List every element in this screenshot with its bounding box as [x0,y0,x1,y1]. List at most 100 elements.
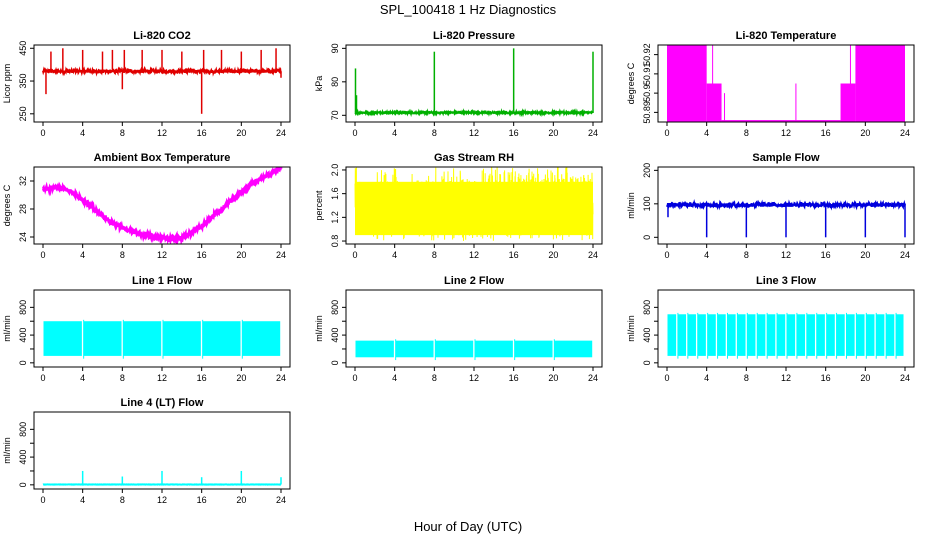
x-tick-label: 24 [588,373,598,383]
series-band [698,314,706,356]
x-tick-label: 20 [236,128,246,138]
data-series [355,339,592,360]
series-band [83,321,121,356]
y-tick-label: 50.9 [642,84,652,102]
series-band [727,314,735,356]
x-tick-label: 24 [588,128,598,138]
y-tick-label: 24 [18,232,28,242]
y-tick-label: 90 [330,43,340,53]
series-band [856,314,864,356]
series-band [747,314,755,356]
series-band [896,314,904,356]
series-band [787,314,795,356]
y-tick-label: 200 [642,163,652,178]
panel-title: Line 1 Flow [132,275,192,287]
data-series [355,167,593,241]
x-tick-label: 20 [860,373,870,383]
series-band [123,321,161,356]
series-band [707,84,722,123]
x-tick-label: 20 [860,128,870,138]
x-tick-label: 16 [821,373,831,383]
panel-title: Line 4 (LT) Flow [121,397,204,409]
series-band [688,314,696,356]
x-tick-label: 0 [40,128,45,138]
y-tick-label: 800 [330,300,340,315]
y-tick-label: 50.92 [642,43,652,66]
series-band [435,341,473,358]
x-tick-label: 20 [548,250,558,260]
y-tick-label: 400 [330,328,340,343]
x-tick-label: 12 [781,250,791,260]
x-tick-label: 20 [236,373,246,383]
x-tick-label: 12 [781,128,791,138]
series-band [855,45,905,122]
y-tick-label: 100 [642,196,652,211]
x-tick-label: 24 [276,128,286,138]
series-band [841,84,856,123]
y-tick-label: 50.89 [642,101,652,124]
x-tick-label: 12 [157,250,167,260]
series-band [667,45,707,122]
x-tick-label: 24 [900,373,910,383]
panel-title: Gas Stream RH [434,152,514,164]
x-tick-label: 4 [80,128,85,138]
series-band [757,314,765,356]
series-band [826,314,834,356]
x-tick-label: 8 [120,373,125,383]
x-tick-label: 8 [744,128,749,138]
series-band [717,314,725,356]
series-band [866,314,874,356]
x-tick-label: 20 [236,250,246,260]
figure-title: SPL_100418 1 Hz Diagnostics [380,2,557,17]
x-tick-label: 16 [197,250,207,260]
x-tick-label: 4 [80,250,85,260]
series-band [797,314,805,356]
x-tick-label: 24 [588,250,598,260]
x-tick-label: 8 [432,250,437,260]
x-tick-label: 4 [704,250,709,260]
data-series [667,45,905,122]
series-band [737,314,745,356]
x-tick-label: 16 [821,250,831,260]
y-tick-label: 250 [18,106,28,121]
y-axis-label: ml/min [626,192,636,219]
x-tick-label: 4 [704,128,709,138]
plot-frame [658,290,914,367]
y-tick-label: 80 [330,77,340,87]
series-band [242,321,280,356]
series-band [836,314,844,356]
y-axis-label: Licor ppm [2,64,12,104]
y-tick-label: 800 [18,300,28,315]
series-band [395,341,433,358]
x-tick-label: 0 [40,495,45,505]
series-band [886,314,894,356]
series-band [43,321,81,356]
series-band [554,341,592,358]
series-line [43,167,281,240]
data-series [355,48,593,113]
x-tick-label: 12 [157,128,167,138]
x-tick-label: 0 [352,128,357,138]
panel-title: Ambient Box Temperature [94,152,231,164]
x-tick-label: 16 [197,128,207,138]
x-tick-label: 8 [120,495,125,505]
y-tick-label: 400 [642,328,652,343]
x-tick-label: 16 [509,250,519,260]
series-band [707,314,715,356]
x-tick-label: 20 [548,373,558,383]
y-axis-label: kPa [314,76,324,92]
series-band [667,314,676,356]
series-band [678,314,686,356]
x-tick-label: 24 [276,250,286,260]
series-band [355,341,393,358]
x-tick-label: 12 [469,250,479,260]
y-tick-label: 0 [18,482,28,487]
